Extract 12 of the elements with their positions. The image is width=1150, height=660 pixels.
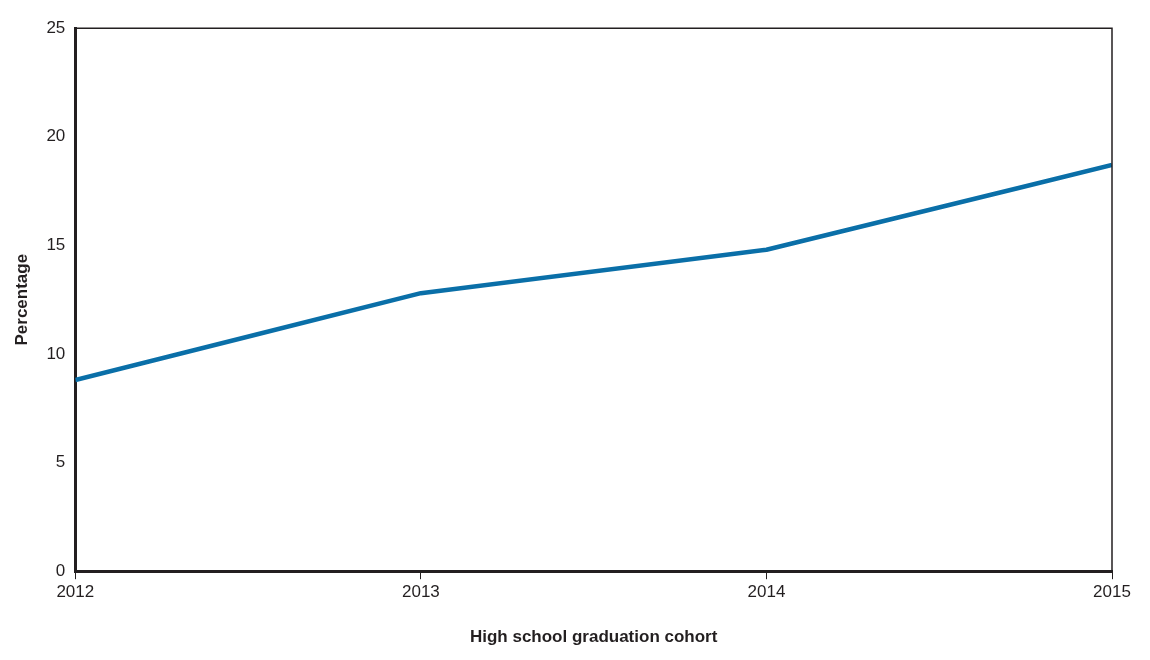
- y-tick-label: 15: [46, 235, 66, 255]
- y-tick-label: 20: [46, 126, 66, 146]
- x-axis-title: High school graduation cohort: [469, 627, 718, 647]
- x-tick-label: 2015: [1093, 582, 1131, 602]
- x-tick-label: 2013: [401, 582, 440, 602]
- x-tick-label: 2014: [747, 582, 786, 602]
- x-tick-label: 2012: [56, 582, 95, 602]
- y-tick-label: 10: [46, 343, 66, 363]
- y-tick-label: 25: [46, 17, 66, 37]
- y-axis-title: Percentage: [11, 253, 31, 346]
- y-tick-label: 0: [55, 560, 66, 580]
- y-tick-label: 5: [55, 452, 66, 472]
